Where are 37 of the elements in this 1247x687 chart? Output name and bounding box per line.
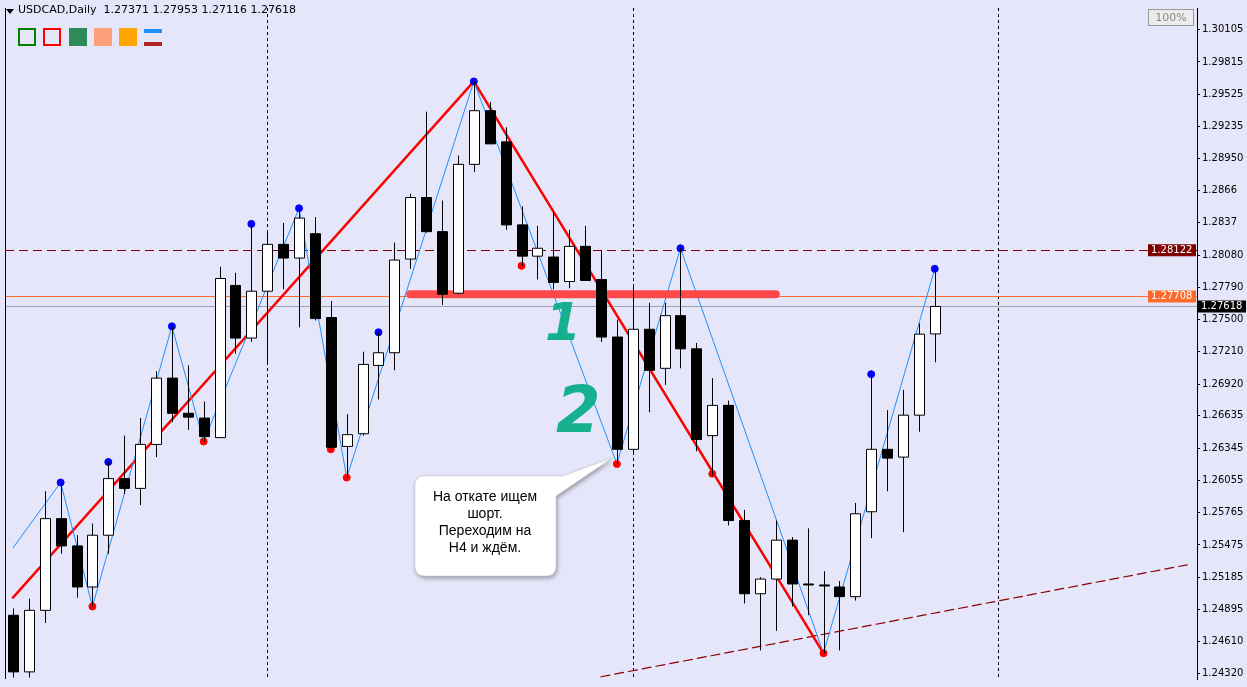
- y-tick-label: 1.29525: [1202, 87, 1244, 99]
- annotation: 2: [556, 373, 601, 447]
- candlestick: [373, 331, 384, 401]
- y-tick-label: 1.29235: [1202, 120, 1244, 132]
- ref-line-label: 1.27708: [1151, 290, 1193, 302]
- point: [247, 219, 256, 228]
- y-tick-label: 1.27500: [1202, 313, 1244, 325]
- y-tick-label: 1.25185: [1202, 570, 1244, 582]
- annotation: 100%: [1148, 9, 1194, 26]
- point: [612, 460, 621, 469]
- y-tick-label: 1.26345: [1202, 441, 1244, 453]
- y-tick-label: 1.2837: [1202, 216, 1237, 228]
- y-tick-label: 1.28950: [1202, 151, 1244, 163]
- y-tick-label: 1.24320: [1202, 667, 1244, 679]
- candlestick: [342, 413, 353, 479]
- point: [930, 264, 939, 273]
- y-tick-label: 1.26920: [1202, 377, 1244, 389]
- y-tick-label: 1.24610: [1202, 634, 1244, 646]
- y-tick-label: 1.25765: [1202, 506, 1244, 518]
- y-tick-label: 1.26635: [1202, 409, 1244, 421]
- y-tick-label: 1.2866: [1202, 184, 1237, 196]
- annotation: На откате ищем шорт. Переходим на H4 и ждём.: [431, 488, 539, 556]
- y-tick-label: 1.27210: [1202, 345, 1244, 357]
- ref-line-label: 1.28122: [1151, 243, 1193, 255]
- point: [88, 602, 97, 611]
- annotation: 1: [545, 292, 582, 352]
- y-tick-label: 1.25475: [1202, 538, 1244, 550]
- y-tick-label: 1.29815: [1202, 55, 1244, 67]
- chart-title: USDCAD,Daily 1.27371 1.27953 1.27116 1.27618: [18, 3, 296, 16]
- y-tick-label: 1.27790: [1202, 280, 1244, 292]
- y-tick-label: 1.24895: [1202, 603, 1244, 615]
- y-tick-label: 1.26055: [1202, 473, 1244, 485]
- y-tick-label: 1.28080: [1202, 248, 1244, 260]
- y-tick-label: 1.30105: [1202, 23, 1244, 35]
- ref-line-label: 1.27618: [1201, 300, 1243, 312]
- point: [819, 649, 828, 658]
- candlestick: [119, 435, 130, 495]
